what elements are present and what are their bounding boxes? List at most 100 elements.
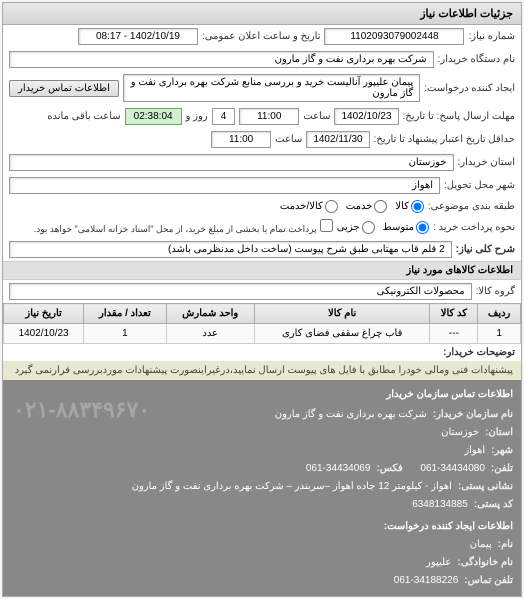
jmb-partial-option[interactable]: جزیی <box>337 221 375 234</box>
main-panel: جزئیات اطلاعات نیاز شماره نیاز: 11020930… <box>2 2 522 597</box>
table-row[interactable]: 1 --- قاب چراغ سقفی فضای کاری عدد 1 1402… <box>4 324 521 344</box>
row-org: نام دستگاه خریدار: شرکت بهره برداری نفت … <box>3 48 521 71</box>
c-fname-lbl: نام: <box>498 536 513 554</box>
days-unit: روز و <box>186 111 208 122</box>
panel-title: جزئیات اطلاعات نیاز <box>3 3 521 25</box>
jmb-partial-radio[interactable] <box>362 221 375 234</box>
jmb-label: نحوه پرداخت خرید : <box>433 222 515 233</box>
col-qty: تعداد / مقدار <box>84 304 166 324</box>
col-date: تاریخ نیاز <box>4 304 84 324</box>
table-header-row: ردیف کد کالا نام کالا واحد شمارش تعداد /… <box>4 304 521 324</box>
group-label: گروه کالا: <box>476 286 515 297</box>
row-class: طبقه بندی موضوعی: کالا خدمت کالا/خدمت <box>3 197 521 216</box>
row-resp-due: مهلت ارسال پاسخ: تا تاریخ: 1402/10/23 سا… <box>3 105 521 128</box>
cell-unit: عدد <box>166 324 254 344</box>
creator-label: ایجاد کننده درخواست: <box>424 83 515 94</box>
subject-value: 2 قلم قاب مهتابی طبق شرح پیوست (ساخت داخ… <box>9 241 452 258</box>
row-subject: شرح کلی نیاز: 2 قلم قاب مهتابی طبق شرح پ… <box>3 238 521 261</box>
cell-name: قاب چراغ سقفی فضای کاری <box>254 324 430 344</box>
reqno-value: 1102093079002448 <box>324 28 464 45</box>
c-ctel-lbl: تلفن تماس: <box>464 572 513 590</box>
items-section-title: اطلاعات کالاهای مورد نیاز <box>3 261 521 280</box>
row-province: استان خریدار: خوزستان <box>3 151 521 174</box>
class-service-radio[interactable] <box>325 200 338 213</box>
class-goods-option[interactable]: کالا <box>395 200 424 213</box>
row-group: گروه کالا: محصولات الکترونیکی <box>3 280 521 303</box>
days-left: 4 <box>212 108 236 125</box>
items-table: ردیف کد کالا نام کالا واحد شمارش تعداد /… <box>3 303 521 344</box>
deal-time: 11:00 <box>211 131 271 148</box>
contact-buyer-button[interactable]: اطلاعات تماس خریدار <box>9 80 119 97</box>
deal-date: 1402/11/30 <box>306 131 369 148</box>
c-city: اهواز <box>464 442 485 460</box>
cell-code: --- <box>430 324 478 344</box>
jmb-radios: متوسط جزیی <box>337 221 429 234</box>
deal-due-label: حداقل تاریخ اعتبار پیشنهاد تا تاریخ: <box>374 134 515 145</box>
class-radios: کالا خدمت کالا/خدمت <box>280 200 424 213</box>
org-value: شرکت بهره برداری نفت و گاز مارون <box>9 51 434 68</box>
pubdate-label: تاریخ و ساعت اعلان عمومی: <box>202 31 321 42</box>
at-label-1: ساعت <box>303 111 330 122</box>
c-org-lbl: نام سازمان خریدار: <box>433 406 513 424</box>
class-service-option[interactable]: کالا/خدمت <box>280 200 338 213</box>
class-label: طبقه بندی موضوعی: <box>428 201 515 212</box>
city-label: شهر محل تحویل: <box>444 180 515 191</box>
remaining-label: ساعت باقی مانده <box>47 111 120 122</box>
c-addr-lbl: نشانی پستی: <box>458 478 513 496</box>
pubdate-value: 1402/10/19 - 08:17 <box>78 28 198 45</box>
c-org: شرکت بهره برداری نفت و گاز مارون <box>275 406 427 424</box>
resp-time: 11:00 <box>239 108 299 125</box>
jmb-treasury-checkbox[interactable] <box>320 219 333 232</box>
c-zip: 6348134885 <box>412 496 468 514</box>
class-mid-radio[interactable] <box>374 200 387 213</box>
c-prov: خوزستان <box>441 424 479 442</box>
c-fax-lbl: فکس: <box>376 460 402 478</box>
row-creator: ایجاد کننده درخواست: پیمان علیپور آنالیس… <box>3 71 521 105</box>
subject-label: شرح کلی نیاز: <box>456 244 515 255</box>
c-city-lbl: شهر: <box>491 442 513 460</box>
c-ctel: 061-34188226 <box>394 572 459 590</box>
c-prov-lbl: استان: <box>485 424 513 442</box>
jmb-cash-radio[interactable] <box>416 221 429 234</box>
reqno-label: شماره نیاز: <box>468 31 515 42</box>
group-value: محصولات الکترونیکی <box>9 283 472 300</box>
cell-qty: 1 <box>84 324 166 344</box>
contact-section: ۰۲۱-۸۸۳۴۹۶۷۰ اطلاعات تماس سازمان خریدار … <box>3 380 521 596</box>
creator-value: پیمان علیپور آنالیست خرید و بررسی منابع … <box>123 74 420 102</box>
cell-rownum: 1 <box>478 324 521 344</box>
at-label-2: ساعت <box>275 134 302 145</box>
class-mid-option[interactable]: خدمت <box>346 200 388 213</box>
remaining-time: 02:38:04 <box>125 108 182 125</box>
c-tel: 061-34434080 <box>420 460 485 478</box>
creator-section-title: اطلاعات ایجاد کننده درخواست: <box>11 518 513 536</box>
col-name: نام کالا <box>254 304 430 324</box>
jmb-treasury-option[interactable]: پرداخت تمام یا بخشی از مبلغ خرید، از محل… <box>34 219 333 235</box>
city-value: اهواز <box>9 177 440 194</box>
col-unit: واحد شمارش <box>166 304 254 324</box>
c-tel-lbl: تلفن: <box>491 460 513 478</box>
c-fax: 061-34434069 <box>306 460 371 478</box>
c-addr: اهواز - کیلومتر 12 جاده اهواز –سربندر – … <box>132 478 452 496</box>
c-zip-lbl: کد پستی: <box>474 496 513 514</box>
row-deal-due: حداقل تاریخ اعتبار پیشنهاد تا تاریخ: 140… <box>3 128 521 151</box>
col-code: کد کالا <box>430 304 478 324</box>
c-lname: علیپور <box>426 554 451 572</box>
class-goods-radio[interactable] <box>411 200 424 213</box>
desc-label: توضیحات خریدار: <box>443 347 515 358</box>
c-lname-lbl: نام خانوادگی: <box>457 554 513 572</box>
resp-date: 1402/10/23 <box>334 108 398 125</box>
c-fname: پیمان <box>470 536 492 554</box>
jmb-cash-option[interactable]: متوسط <box>383 221 429 234</box>
desc-text: پیشنهادات فنی ومالی خودرا مطابق با فایل … <box>3 361 521 380</box>
watermark: ۰۲۱-۸۸۳۴۹۶۷۰ <box>13 390 150 430</box>
row-payment: نحوه پرداخت خرید : متوسط جزیی پرداخت تما… <box>3 216 521 238</box>
resp-due-label: مهلت ارسال پاسخ: تا تاریخ: <box>403 111 515 122</box>
org-label: نام دستگاه خریدار: <box>438 54 515 65</box>
col-rownum: ردیف <box>478 304 521 324</box>
row-city: شهر محل تحویل: اهواز <box>3 174 521 197</box>
province-label: استان خریدار: <box>458 157 515 168</box>
cell-date: 1402/10/23 <box>4 324 84 344</box>
row-reqno: شماره نیاز: 1102093079002448 تاریخ و ساع… <box>3 25 521 48</box>
row-desc: توضیحات خریدار: <box>3 344 521 361</box>
province-value: خوزستان <box>9 154 454 171</box>
